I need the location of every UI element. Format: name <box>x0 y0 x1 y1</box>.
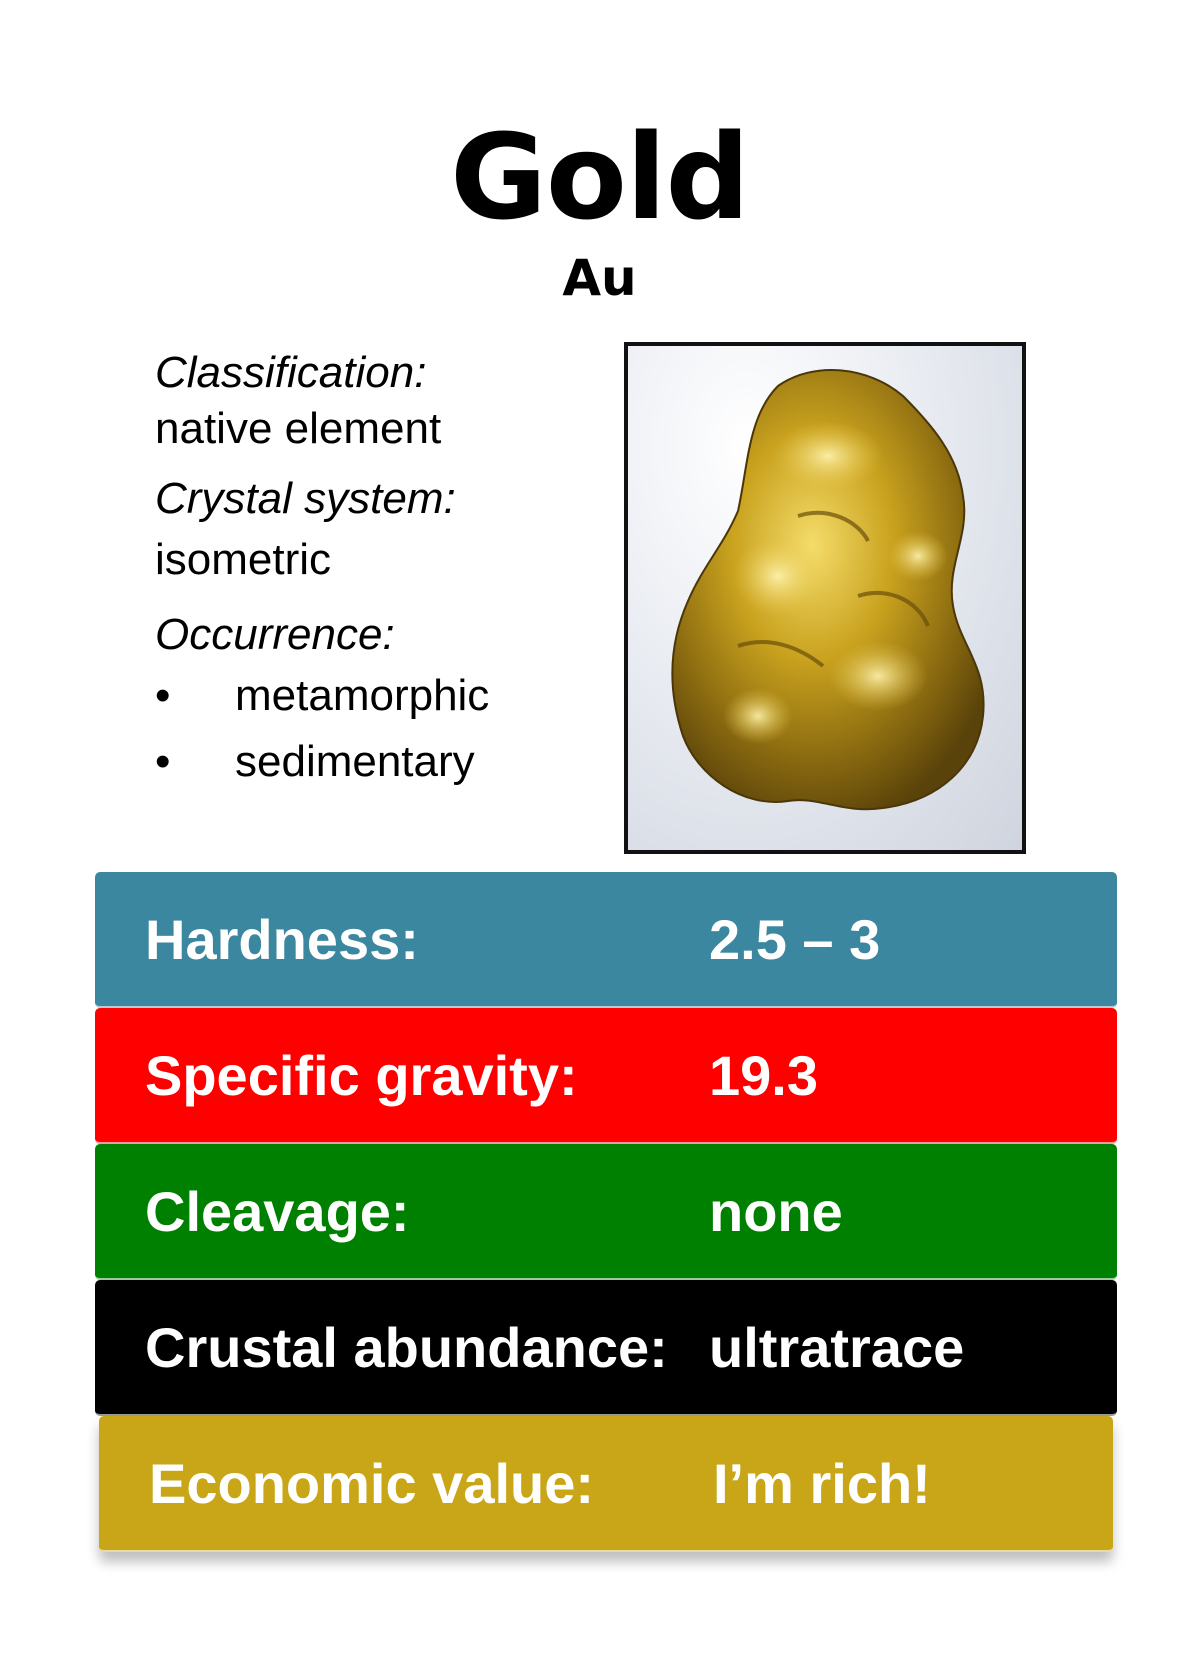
crystal-system-block: Crystal system: isometric <box>155 471 595 593</box>
crystal-system-label: Crystal system: <box>155 474 456 523</box>
cleavage-bar: Cleavage: none <box>95 1144 1117 1280</box>
cleavage-label: Cleavage: <box>145 1179 410 1243</box>
occurrence-block: Occurrence: • metamorphic • sedimentary <box>155 607 595 795</box>
economic-value-value: I’m rich! <box>713 1451 931 1515</box>
occurrence-item-label: sedimentary <box>235 737 475 786</box>
gold-nugget-image <box>624 342 1026 854</box>
bullet-icon: • <box>155 737 171 786</box>
bullet-icon: • <box>155 671 171 720</box>
crustal-abundance-value: ultratrace <box>709 1315 965 1379</box>
cleavage-value: none <box>709 1179 843 1243</box>
occurrence-item: • metamorphic <box>155 663 595 729</box>
specific-gravity-label: Specific gravity: <box>145 1043 578 1107</box>
mineral-name: Gold <box>450 108 750 246</box>
occurrence-item-label: metamorphic <box>235 671 490 720</box>
property-bars: Hardness: 2.5 – 3 Specific gravity: 19.3… <box>95 872 1117 1552</box>
occurrence-list: • metamorphic • sedimentary <box>155 663 595 795</box>
crustal-abundance-bar: Crustal abundance: ultratrace <box>95 1280 1117 1416</box>
hardness-value: 2.5 – 3 <box>709 907 881 971</box>
occurrence-label: Occurrence: <box>155 610 395 659</box>
classification-block: Classification: native element <box>155 345 595 457</box>
specific-gravity-bar: Specific gravity: 19.3 <box>95 1008 1117 1144</box>
mineral-formula: Au <box>562 249 637 307</box>
info-section: Classification: native element Crystal s… <box>155 345 595 809</box>
classification-value: native element <box>155 404 442 453</box>
hardness-label: Hardness: <box>145 907 419 971</box>
crustal-abundance-label: Crustal abundance: <box>145 1315 668 1379</box>
specific-gravity-value: 19.3 <box>709 1043 818 1107</box>
economic-value-label: Economic value: <box>149 1451 595 1515</box>
crystal-system-value: isometric <box>155 535 332 584</box>
economic-value-bar: Economic value: I’m rich! <box>99 1416 1113 1552</box>
occurrence-item: • sedimentary <box>155 729 595 795</box>
gold-nugget-icon <box>671 369 985 811</box>
classification-label: Classification: <box>155 348 427 397</box>
hardness-bar: Hardness: 2.5 – 3 <box>95 872 1117 1008</box>
